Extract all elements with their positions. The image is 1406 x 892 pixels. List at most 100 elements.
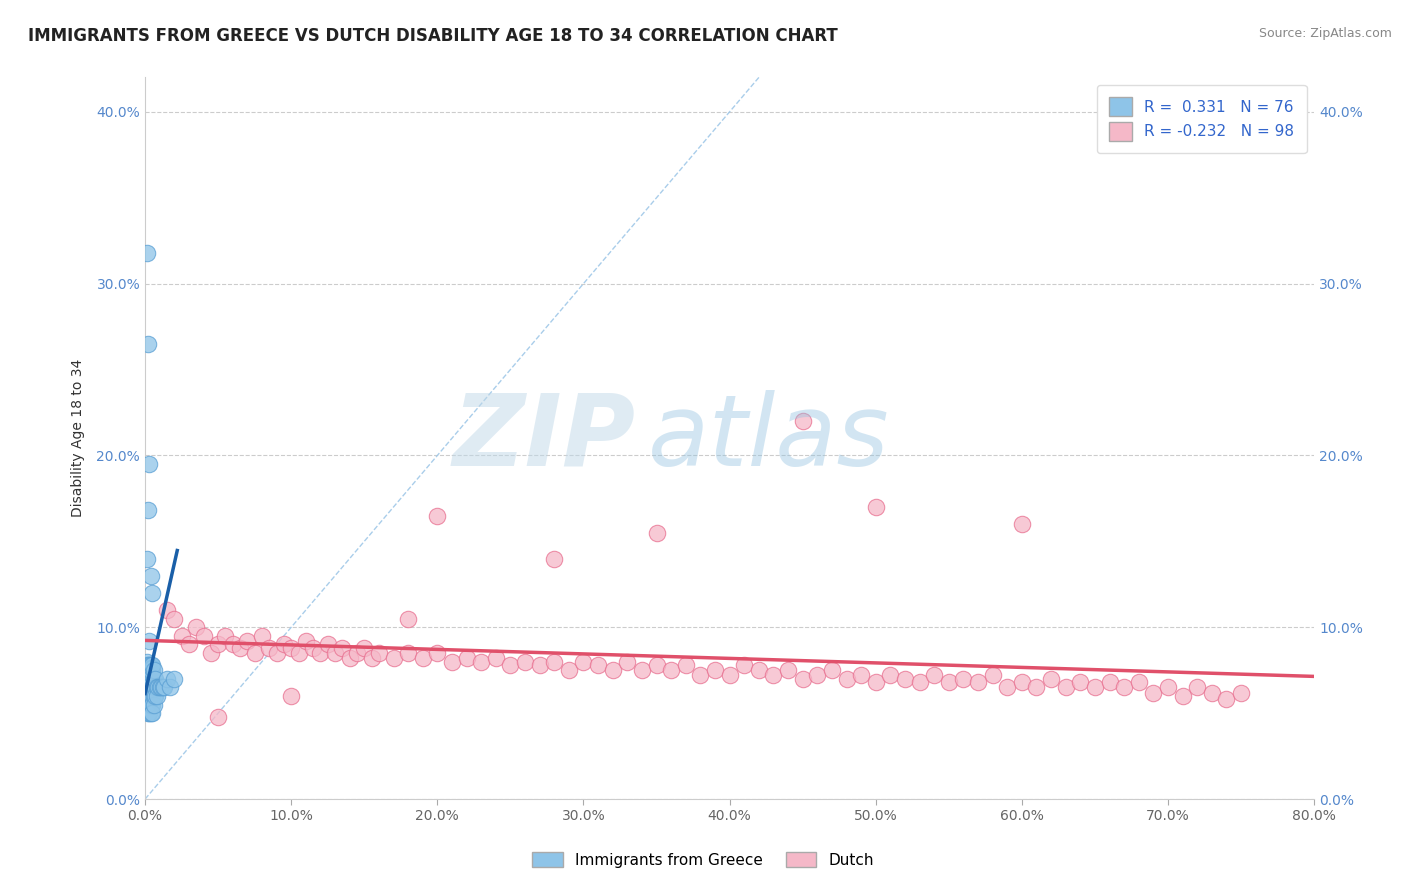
Point <box>177 637 200 651</box>
Point <box>143 681 166 695</box>
Point <box>141 661 163 675</box>
Point <box>156 603 179 617</box>
Point <box>207 709 229 723</box>
Point <box>396 612 419 626</box>
Point <box>139 672 162 686</box>
Point <box>250 629 273 643</box>
Point <box>150 681 173 695</box>
Point <box>135 698 157 712</box>
Point <box>543 655 565 669</box>
Point <box>200 646 222 660</box>
Point <box>142 681 165 695</box>
Point <box>135 655 157 669</box>
Point <box>143 672 166 686</box>
Point <box>139 658 162 673</box>
Point <box>136 706 159 721</box>
Point <box>762 668 785 682</box>
Point <box>214 629 236 643</box>
Point <box>136 681 159 695</box>
Point <box>266 646 288 660</box>
Point <box>967 675 990 690</box>
Point <box>138 689 160 703</box>
Point <box>135 672 157 686</box>
Point <box>146 689 169 703</box>
Point <box>1098 675 1121 690</box>
Point <box>1171 689 1194 703</box>
Point <box>835 672 858 686</box>
Point <box>529 658 551 673</box>
Point <box>485 651 508 665</box>
Point <box>136 336 159 351</box>
Point <box>138 706 160 721</box>
Point <box>1069 675 1091 690</box>
Point <box>748 663 770 677</box>
Point <box>139 568 162 582</box>
Point <box>156 672 179 686</box>
Text: IMMIGRANTS FROM GREECE VS DUTCH DISABILITY AGE 18 TO 34 CORRELATION CHART: IMMIGRANTS FROM GREECE VS DUTCH DISABILI… <box>28 27 838 45</box>
Point <box>287 646 309 660</box>
Point <box>135 689 157 703</box>
Point <box>138 675 160 690</box>
Point <box>353 640 375 655</box>
Point <box>243 646 266 660</box>
Point <box>645 658 668 673</box>
Text: ZIP: ZIP <box>453 390 636 487</box>
Point <box>136 665 159 679</box>
Point <box>135 668 157 682</box>
Point <box>135 551 157 566</box>
Point <box>952 672 974 686</box>
Point <box>138 698 160 712</box>
Point <box>141 706 163 721</box>
Point <box>849 668 872 682</box>
Point <box>141 665 163 679</box>
Point <box>778 663 800 677</box>
Point <box>280 689 302 703</box>
Point <box>139 681 162 695</box>
Point <box>689 668 711 682</box>
Point <box>135 675 157 690</box>
Legend: R =  0.331   N = 76, R = -0.232   N = 98: R = 0.331 N = 76, R = -0.232 N = 98 <box>1097 85 1306 153</box>
Point <box>163 612 186 626</box>
Point <box>135 661 157 675</box>
Point <box>295 634 318 648</box>
Point <box>139 689 162 703</box>
Point <box>222 637 245 651</box>
Point <box>894 672 917 686</box>
Point <box>470 655 492 669</box>
Point <box>456 651 478 665</box>
Point <box>139 706 162 721</box>
Point <box>346 646 368 660</box>
Point <box>138 634 160 648</box>
Point <box>170 629 193 643</box>
Point <box>1215 692 1237 706</box>
Y-axis label: Disability Age 18 to 34: Disability Age 18 to 34 <box>72 359 86 517</box>
Point <box>138 668 160 682</box>
Point <box>141 675 163 690</box>
Point <box>865 500 887 514</box>
Point <box>1011 675 1033 690</box>
Point <box>149 681 172 695</box>
Point <box>138 661 160 675</box>
Point <box>142 689 165 703</box>
Point <box>645 525 668 540</box>
Point <box>1011 517 1033 532</box>
Point <box>273 637 295 651</box>
Point <box>1128 675 1150 690</box>
Point <box>302 640 325 655</box>
Point <box>543 551 565 566</box>
Point <box>1054 681 1077 695</box>
Point <box>141 586 163 600</box>
Point <box>141 698 163 712</box>
Point <box>136 672 159 686</box>
Point <box>733 658 755 673</box>
Point <box>141 689 163 703</box>
Text: atlas: atlas <box>648 390 890 487</box>
Point <box>718 668 741 682</box>
Point <box>1157 681 1180 695</box>
Point <box>1230 685 1253 699</box>
Point <box>1040 672 1063 686</box>
Point <box>193 629 215 643</box>
Point <box>865 675 887 690</box>
Point <box>138 672 160 686</box>
Point <box>616 655 638 669</box>
